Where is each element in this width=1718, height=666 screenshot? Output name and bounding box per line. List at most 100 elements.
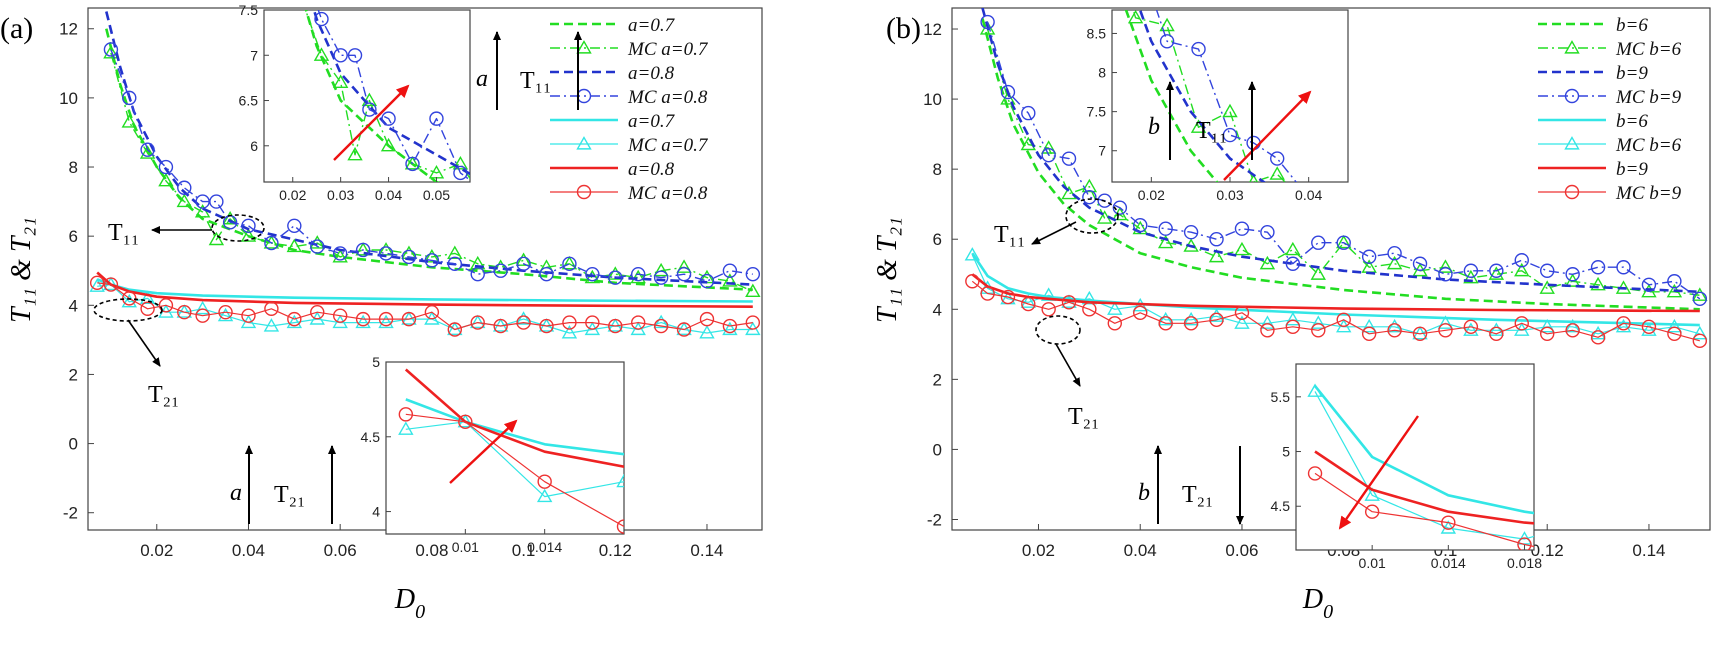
- legend-entry: MC a=0.7: [627, 39, 709, 60]
- inset-y-tick-label: 4.5: [361, 429, 381, 445]
- mc-marker-triangle: [1463, 322, 1479, 336]
- mc-marker-triangle: [89, 278, 105, 292]
- series-line: [986, 21, 1701, 300]
- legend-entry: MC a=0.8: [627, 87, 708, 108]
- mc-marker-triangle: [263, 318, 280, 332]
- mc-marker-circle: [699, 311, 715, 327]
- mc-marker-triangle: [1564, 318, 1581, 333]
- mc-marker-circle: [1260, 225, 1275, 240]
- mc-marker-circle: [1234, 305, 1250, 320]
- mc-marker-circle: [1517, 537, 1532, 550]
- mc-marker-triangle: [1641, 322, 1657, 336]
- mc-marker-circle: [1489, 263, 1504, 278]
- mc-marker-circle: [1692, 291, 1708, 306]
- legend-entry: b=9: [1616, 63, 1648, 84]
- y-axis-label: T₁₁ & T₂₁: [872, 217, 903, 323]
- highlight-ellipse: [1065, 198, 1119, 234]
- series-line: [1314, 450, 1534, 525]
- y-tick-label: 12: [923, 20, 942, 39]
- y-tick-label: 4: [933, 300, 942, 319]
- mc-marker-triangle: [176, 193, 192, 208]
- mc-marker-triangle: [1285, 241, 1301, 256]
- mc-marker-triangle: [194, 300, 211, 315]
- inset-y-tick-label: 8.5: [1087, 25, 1107, 41]
- mc-marker-triangle: [776, 535, 789, 546]
- x-tick-label: 0.14: [690, 541, 723, 560]
- mc-marker-triangle: [1666, 318, 1683, 333]
- mc-marker-circle: [676, 322, 692, 337]
- mc-marker-triangle: [1285, 311, 1301, 326]
- y-tick-label: 8: [933, 160, 942, 179]
- mc-marker-circle: [631, 315, 646, 330]
- mc-marker-circle: [1667, 274, 1682, 289]
- mc-marker-circle: [585, 315, 600, 330]
- mc-marker-triangle: [607, 266, 623, 280]
- inset-series: [304, 10, 470, 182]
- mc-marker-circle: [1540, 263, 1555, 278]
- mc-marker-circle: [699, 273, 715, 289]
- mc-marker-circle: [1311, 323, 1326, 338]
- mc-marker-circle: [1041, 302, 1056, 317]
- mc-marker-circle: [965, 274, 980, 289]
- series-line: [97, 282, 753, 331]
- mc-marker-circle: [722, 263, 738, 278]
- mc-marker-triangle: [470, 314, 486, 329]
- mc-marker-triangle: [676, 259, 692, 273]
- mc-marker-triangle: [1107, 301, 1123, 315]
- mc-marker-circle: [1565, 323, 1580, 338]
- legend-marker-triangle: [1564, 40, 1580, 54]
- mc-marker-triangle: [1336, 234, 1352, 249]
- legend-entry: b=6: [1616, 15, 1648, 36]
- mc-marker-circle: [1364, 504, 1380, 519]
- t21-trend-label: T₂₁: [1182, 482, 1213, 508]
- inset-frame: [263, 9, 471, 183]
- mc-marker-triangle: [1159, 17, 1175, 32]
- mc-marker-triangle: [286, 238, 303, 253]
- mc-marker-triangle: [121, 114, 137, 128]
- mc-marker-triangle: [1488, 266, 1505, 280]
- mc-marker-circle: [539, 266, 554, 282]
- mc-marker-circle: [1021, 296, 1036, 312]
- y-tick-label: 6: [69, 227, 78, 246]
- mc-marker-circle: [1112, 200, 1128, 215]
- x-tick-label: 0.12: [599, 541, 632, 560]
- highlight-ellipse: [1035, 315, 1081, 345]
- mc-marker-circle: [332, 308, 348, 323]
- mc-marker-circle: [1540, 326, 1555, 342]
- mc-marker-circle: [1158, 316, 1173, 331]
- inset-y-tick-label: 4: [372, 504, 380, 520]
- mc-marker-triangle: [1020, 294, 1037, 308]
- inset-x-tick-label: 0.01: [1359, 555, 1386, 571]
- mc-marker-circle: [1336, 235, 1351, 250]
- mc-marker-triangle: [1127, 10, 1144, 24]
- mc-marker-triangle: [380, 137, 397, 152]
- mc-marker-triangle: [424, 248, 440, 263]
- mc-marker-circle: [1183, 225, 1199, 240]
- inset-y-tick-label: 7.5: [1087, 104, 1107, 120]
- mc-marker-triangle: [722, 321, 738, 336]
- mc-marker-triangle: [447, 245, 463, 260]
- mc-marker-circle: [398, 407, 414, 422]
- mc-marker-triangle: [1183, 311, 1199, 326]
- series-line: [971, 280, 1700, 342]
- inset-bottom: 0.01 0.014 4 4.5 5: [361, 354, 789, 555]
- mc-marker-circle: [722, 318, 738, 334]
- mc-marker-triangle: [616, 473, 624, 488]
- mc-marker-circle: [493, 263, 508, 278]
- mc-marker-circle: [1285, 319, 1301, 335]
- mc-marker-circle: [103, 277, 119, 292]
- mc-marker-circle: [493, 318, 508, 334]
- mc-marker-triangle: [1364, 487, 1380, 501]
- mc-marker-circle: [378, 311, 394, 327]
- mc-marker-triangle: [404, 155, 421, 170]
- y-tick-label: 2: [933, 370, 942, 389]
- series-line: [304, 10, 441, 182]
- mc-marker-circle: [1234, 221, 1250, 236]
- mc-marker-circle: [355, 242, 371, 258]
- mc-marker-triangle: [286, 314, 303, 329]
- legend-marker-circle: [1564, 88, 1580, 104]
- mc-marker-circle: [745, 266, 761, 282]
- mc-marker-circle: [1616, 316, 1631, 331]
- mc-marker-triangle: [536, 488, 553, 503]
- trend-arrow-icon: [449, 419, 518, 484]
